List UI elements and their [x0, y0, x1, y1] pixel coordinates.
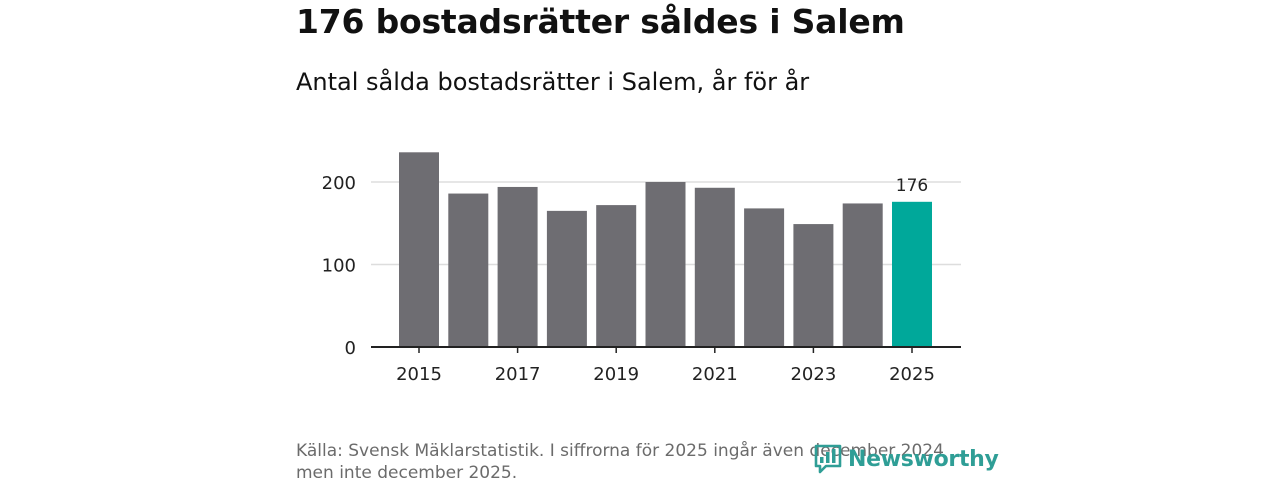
data-label-2025: 176: [896, 176, 928, 196]
bar-2018: [546, 210, 587, 347]
x-tick-label-2015: 2015: [396, 364, 442, 385]
bar-2015: [399, 152, 439, 347]
x-tick-label-2021: 2021: [692, 364, 738, 385]
bar-2017: [497, 186, 538, 347]
bar-2023: [793, 224, 834, 347]
bar-2024: [842, 203, 883, 347]
x-tick-label-2019: 2019: [593, 364, 639, 385]
chart-subtitle: Antal sålda bostadsrätter i Salem, år fö…: [296, 68, 810, 96]
x-tick-label-2023: 2023: [790, 364, 836, 385]
logo-bars-icon: [814, 444, 842, 474]
source-line-1: Källa: Svensk Mäklarstatistik. I siffror…: [296, 441, 944, 461]
y-tick-label-200: 200: [322, 173, 356, 194]
x-tick-label-2017: 2017: [495, 364, 541, 385]
bar-chart: 0 100 200 2015 2017 2019 2021 2023 2025 176: [322, 152, 961, 385]
y-tick-label-100: 100: [322, 256, 356, 277]
bar-2019: [596, 205, 637, 347]
bar-2021: [694, 187, 735, 347]
bar-2020: [645, 182, 686, 347]
source-line-2: men inte december 2025.: [296, 463, 518, 483]
bar-2025: [892, 201, 932, 347]
bar-2016: [448, 193, 489, 347]
logo-text: Newsworthy: [848, 446, 999, 472]
y-tick-label-0: 0: [345, 338, 356, 359]
newsworthy-logo: Newsworthy: [814, 444, 999, 474]
source-note: Källa: Svensk Mäklarstatistik. I siffror…: [296, 440, 944, 484]
bar-2022: [744, 208, 785, 347]
x-tick-label-2025: 2025: [889, 364, 935, 385]
chart-title: 176 bostadsrätter såldes i Salem: [296, 2, 905, 41]
